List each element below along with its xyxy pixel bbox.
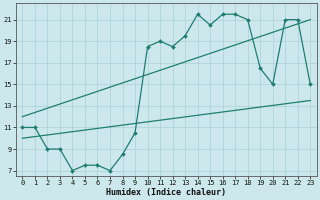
X-axis label: Humidex (Indice chaleur): Humidex (Indice chaleur) [106,188,226,197]
